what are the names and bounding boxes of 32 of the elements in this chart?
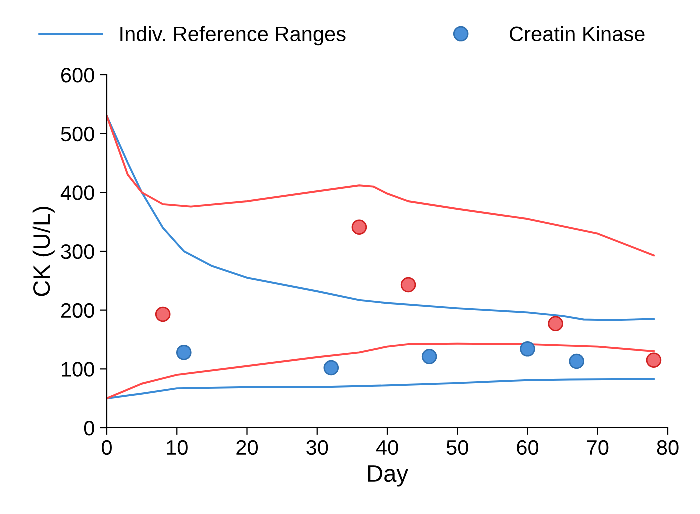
x-tick-label: 50 (446, 440, 468, 456)
x-tick-label: 70 (587, 440, 609, 456)
legend-label: Creatin Kinase (510, 26, 645, 42)
y-axis-title: CK (U/L) (32, 207, 55, 296)
x-tick-label: 40 (376, 440, 398, 456)
y-tick-label: 400 (60, 186, 94, 200)
x-tick-label: 80 (657, 440, 679, 456)
y-tick-label: 600 (61, 68, 94, 83)
point (176, 345, 192, 360)
point (324, 360, 340, 376)
line-series (107, 378, 655, 400)
point (400, 277, 416, 293)
point (569, 354, 584, 370)
y-tick-label: 500 (61, 126, 94, 142)
point (646, 352, 662, 368)
point (352, 220, 368, 236)
legend-label: Indiv. Reference Ranges (120, 26, 346, 46)
y-tick-label: 100 (62, 362, 94, 377)
point (520, 342, 536, 357)
point (548, 316, 564, 332)
x-axis-title: Day (368, 466, 408, 487)
x-tick-label: 10 (167, 440, 188, 456)
y-tick-label: 0 (84, 421, 94, 436)
x-tick-label: 30 (306, 440, 328, 456)
y-tick-label: 200 (61, 303, 94, 318)
x-tick-label: 0 (102, 440, 112, 456)
point (155, 306, 171, 322)
x-tick-label: 60 (517, 440, 539, 456)
x-tick-label: 20 (236, 440, 258, 456)
point (422, 349, 438, 364)
y-tick-label: 300 (61, 244, 94, 260)
line-series (107, 115, 655, 257)
